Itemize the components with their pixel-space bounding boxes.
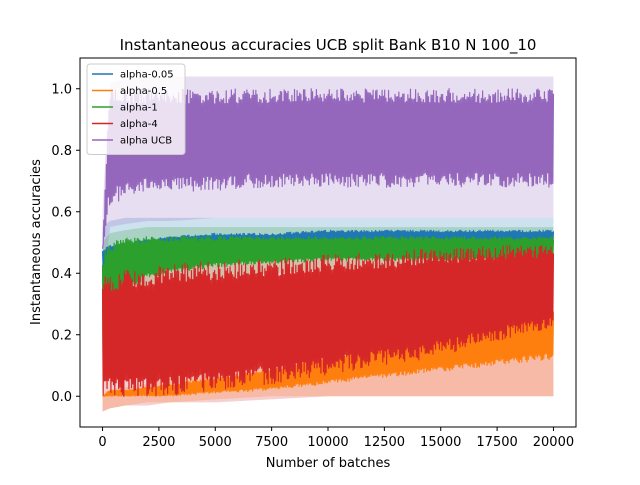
x-tick-label: 20000 [533,435,574,450]
x-tick-label: 17500 [476,435,517,450]
x-tick-label: 12500 [364,435,405,450]
y-tick-label: 1.0 [51,82,72,97]
y-axis-label: Instantaneous accuracies [29,159,44,325]
x-axis: 0 2500 5000 7500 10000 12500 15000 17500 20000 [98,427,574,450]
y-tick-label: 0.6 [51,205,72,220]
y-tick-label: 0.0 [51,390,72,405]
chart-title: Instantaneous accuracies UCB split Bank … [120,36,537,55]
x-tick-label: 0 [98,435,106,450]
x-tick-label: 10000 [307,435,348,450]
legend: alpha-0.05 alpha-0.5 alpha-1 alpha-4 alpha U… [86,63,186,155]
x-tick-label: 15000 [420,435,461,450]
y-tick-label: 0.8 [51,144,72,159]
series-line-alpha-4 [101,245,555,397]
legend-box [86,63,186,155]
legend-entry: alpha-0.5 [120,86,167,97]
x-tick-label: 5000 [199,435,232,450]
legend-entry: alpha-4 [120,119,158,130]
x-axis-label: Number of batches [266,456,391,471]
legend-entry: alpha-0.05 [120,70,174,81]
legend-entry: alpha-1 [120,103,158,114]
x-tick-label: 2500 [142,435,175,450]
y-axis: 0.0 0.2 0.4 0.6 0.8 1.0 [51,82,80,405]
legend-entry: alpha UCB [120,136,172,147]
x-tick-label: 7500 [255,435,288,450]
y-tick-label: 0.4 [51,267,72,282]
y-tick-label: 0.2 [51,328,72,343]
plot-frame [79,57,577,428]
